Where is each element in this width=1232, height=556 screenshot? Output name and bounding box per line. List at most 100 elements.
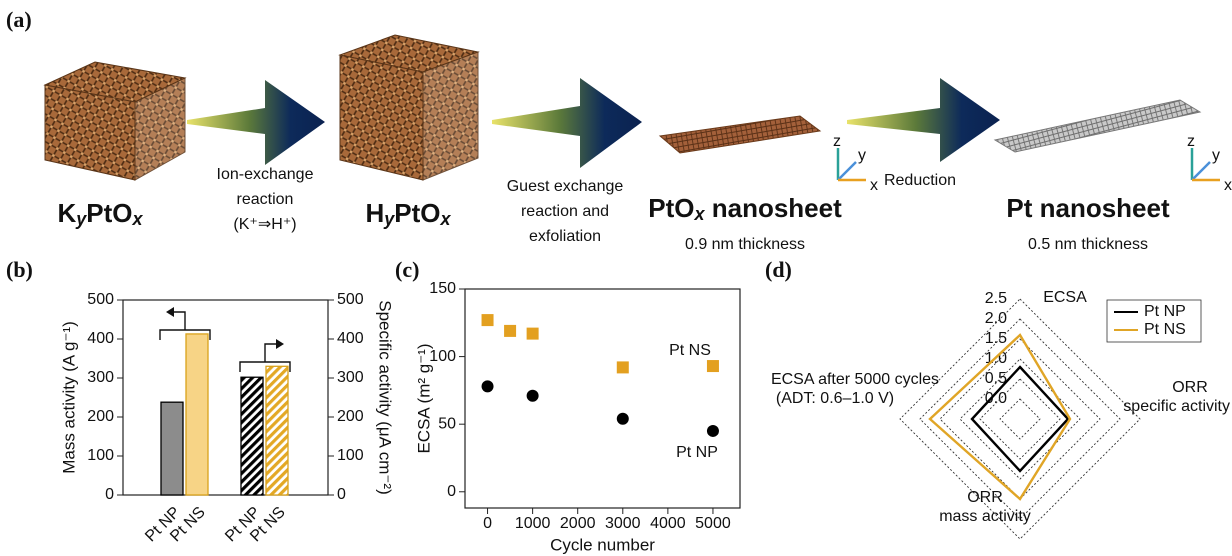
y2-tick-label: 0	[337, 486, 346, 503]
cube	[340, 35, 478, 180]
step-label: Guest exchange	[507, 178, 624, 195]
x-tick-label: 4000	[650, 515, 686, 532]
r-tick-label: 2.0	[985, 310, 1007, 327]
name-part: PtO	[648, 193, 694, 223]
compound-name: KyPtOx	[57, 198, 143, 229]
name-part: PtO	[394, 198, 440, 228]
name-part: Pt nanosheet	[1006, 193, 1170, 223]
step-label: Ion-exchange	[217, 166, 314, 183]
axis-label: specific activity	[1123, 398, 1230, 415]
x-tick-label: 2000	[560, 515, 596, 532]
step-label: (K⁺⇒H⁺)	[233, 216, 296, 233]
bar	[186, 334, 208, 495]
marker	[482, 314, 494, 326]
r-tick-label: 2.5	[985, 290, 1007, 307]
thickness-note: 0.9 nm thickness	[685, 236, 805, 253]
x-axis-label: Cycle number	[550, 535, 655, 554]
y-tick-label: 200	[87, 408, 114, 425]
legend-label: Pt NS	[1144, 321, 1186, 338]
name-part: x	[440, 209, 452, 229]
marker	[617, 361, 629, 373]
x-tick-label: 1000	[515, 515, 551, 532]
x-tick-label: 5000	[695, 515, 731, 532]
nanosheet	[995, 100, 1200, 152]
step-label: reaction and	[521, 203, 609, 220]
grid-line	[940, 339, 1100, 499]
grid-line	[920, 319, 1120, 519]
series-label: Pt NS	[669, 342, 711, 359]
axis-icon-label: z	[833, 133, 841, 150]
y-tick-label: 0	[447, 483, 456, 500]
compound-name: PtOx nanosheet	[648, 193, 842, 224]
axis-icon-label: z	[1187, 133, 1195, 150]
marker	[527, 390, 539, 402]
r-tick-label: 1.5	[985, 330, 1007, 347]
thickness-note: 0.5 nm thickness	[1028, 236, 1148, 253]
figure: (a)KyPtOxHyPtOxPtOx nanosheetPt nanoshee…	[0, 0, 1232, 556]
panel-label: (d)	[765, 257, 792, 282]
bar	[241, 377, 263, 495]
y-axis-label: Mass activity (A g⁻¹)	[59, 321, 78, 474]
step-label: reaction	[237, 191, 294, 208]
axis-icon-label: x	[870, 177, 878, 194]
y2-tick-label: 300	[337, 369, 364, 386]
compound-name: HyPtOx	[365, 198, 451, 229]
arrow-head	[276, 339, 284, 349]
axis-label: ORR	[967, 489, 1003, 506]
y-tick-label: 150	[429, 280, 456, 297]
name-part: K	[57, 198, 76, 228]
panel-label: (c)	[395, 257, 419, 282]
y-tick-label: 0	[105, 486, 114, 503]
marker	[482, 380, 494, 392]
axis-icon-label: y	[1212, 147, 1220, 164]
y-tick-label: 50	[438, 415, 456, 432]
axis-icon	[838, 162, 856, 180]
marker	[617, 413, 629, 425]
marker	[504, 325, 516, 337]
y-tick-label: 100	[87, 447, 114, 464]
axis-icon	[1192, 162, 1210, 180]
arrow-head	[166, 307, 174, 317]
name-part: x	[132, 209, 144, 229]
cube	[45, 62, 185, 180]
step-label: exfoliation	[529, 228, 601, 245]
name-part: H	[365, 198, 384, 228]
series-label: Pt NP	[676, 444, 718, 461]
plot-frame	[465, 289, 740, 508]
axis-label: ECSA	[1043, 289, 1087, 306]
y2-tick-label: 100	[337, 447, 364, 464]
marker	[527, 328, 539, 340]
nanosheet	[660, 116, 820, 153]
name-part: PtO	[86, 198, 132, 228]
y2-tick-label: 400	[337, 330, 364, 347]
axis-icon-label: x	[1224, 177, 1232, 194]
x-tick-label: 3000	[605, 515, 641, 532]
bar	[266, 366, 288, 495]
marker	[707, 425, 719, 437]
y-tick-label: 400	[87, 330, 114, 347]
arrow	[492, 78, 642, 168]
plot-frame	[123, 300, 328, 495]
y-tick-label: 500	[87, 291, 114, 308]
y-axis-label: ECSA (m² g⁻¹)	[414, 343, 433, 453]
arrow	[847, 78, 1000, 162]
legend-label: Pt NP	[1144, 303, 1186, 320]
y2-tick-label: 200	[337, 408, 364, 425]
y2-tick-label: 500	[337, 291, 364, 308]
marker	[707, 360, 719, 372]
axis-label: ORR	[1172, 379, 1208, 396]
x-tick-label: 0	[483, 515, 492, 532]
y-tick-label: 300	[87, 369, 114, 386]
axis-icon-label: y	[858, 147, 866, 164]
arrow	[187, 80, 325, 165]
axis-label: ECSA after 5000 cycles	[771, 371, 939, 388]
panel-label: (a)	[6, 7, 32, 32]
axis-label: (ADT: 0.6–1.0 V)	[776, 390, 894, 407]
name-part: nanosheet	[705, 193, 843, 223]
compound-name: Pt nanosheet	[1006, 193, 1170, 223]
step-label: Reduction	[884, 172, 956, 189]
panel-label: (b)	[6, 257, 33, 282]
bar	[161, 402, 183, 495]
axis-label: mass activity	[939, 508, 1031, 525]
y2-axis-label: Specific activity (μA cm⁻²)	[376, 300, 395, 494]
